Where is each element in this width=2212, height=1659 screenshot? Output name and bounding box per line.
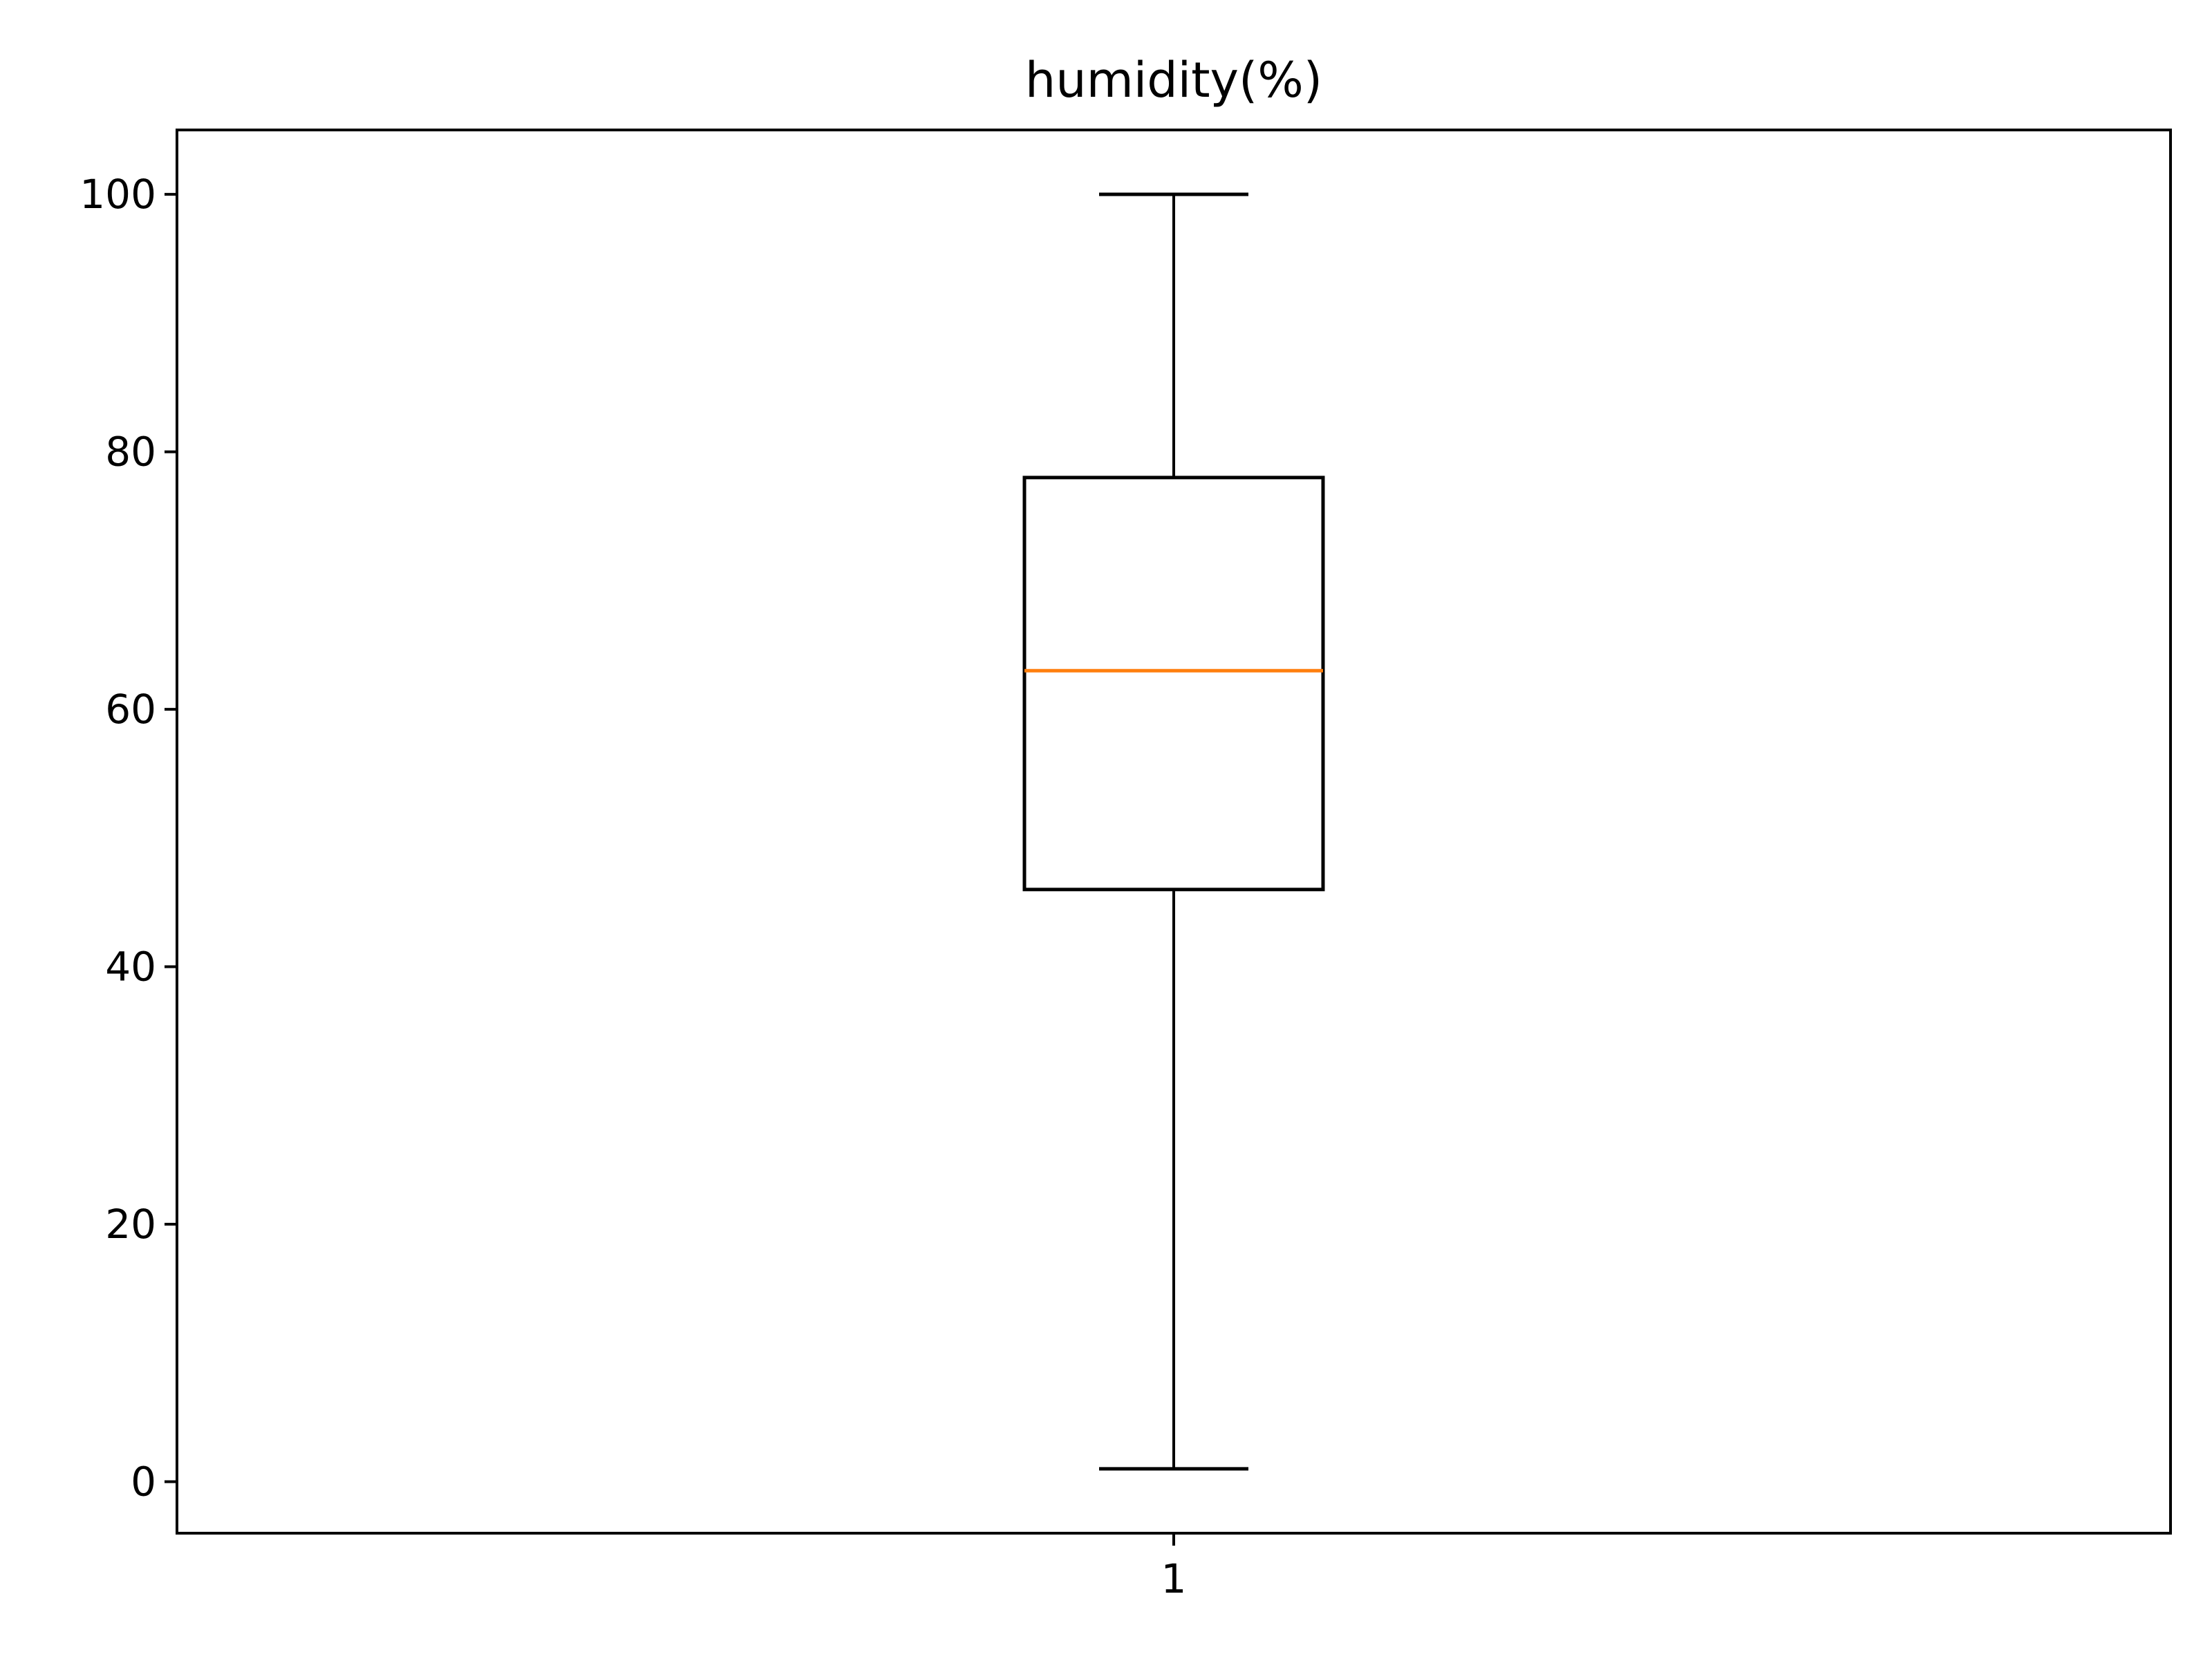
y-tick-label: 40 (105, 944, 156, 991)
y-tick-label: 100 (79, 171, 156, 218)
y-tick-label: 60 (105, 686, 156, 733)
y-axis: 0 20 40 60 80 100 (79, 171, 177, 1506)
chart-title: humidity(%) (1025, 52, 1322, 109)
y-tick-label: 0 (131, 1459, 156, 1506)
box-plot-group (1022, 192, 1325, 1471)
y-tick-label: 80 (105, 429, 156, 476)
x-tick-label: 1 (1161, 1555, 1187, 1602)
box-plot-1 (1022, 192, 1325, 1471)
iqr-box (1022, 476, 1325, 892)
x-axis: 1 (1161, 1533, 1187, 1602)
y-tick-label: 20 (105, 1201, 156, 1248)
